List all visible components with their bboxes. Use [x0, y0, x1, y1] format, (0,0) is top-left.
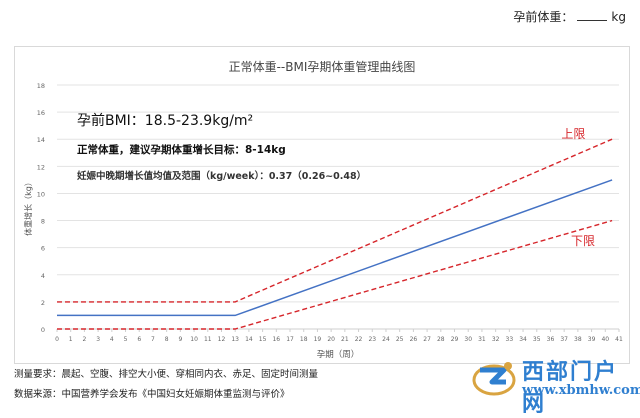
annotation-weekly-gain: 妊娠中晚期增长值均值及范围（kg/week）：0.37（0.26~0.48）: [77, 170, 366, 182]
x-tick-label: 16: [272, 336, 280, 343]
x-tick-label: 19: [314, 336, 322, 343]
x-tick-label: 12: [218, 336, 226, 343]
x-tick-label: 30: [464, 336, 472, 343]
y-tick-label: 14: [37, 136, 45, 144]
upper-limit-label: 上限: [561, 127, 585, 141]
x-tick-label: 8: [165, 336, 169, 343]
weight-unit: kg: [611, 10, 626, 24]
x-tick-label: 39: [588, 336, 596, 343]
x-tick-label: 31: [478, 336, 486, 343]
watermark-url: www.xbmhw.com: [522, 383, 640, 398]
x-tick-label: 13: [231, 336, 239, 343]
y-tick-label: 16: [37, 109, 45, 117]
y-tick-label: 0: [41, 326, 45, 334]
annotation-target: 正常体重，建议孕期体重增长目标：8-14kg: [77, 143, 286, 156]
x-tick-label: 34: [519, 336, 527, 343]
x-tick-label: 6: [137, 336, 141, 343]
y-tick-label: 2: [41, 299, 45, 307]
x-tick-label: 27: [423, 336, 431, 343]
x-tick-label: 38: [574, 336, 582, 343]
x-tick-label: 28: [437, 336, 445, 343]
x-tick-label: 40: [601, 336, 609, 343]
x-tick-label: 33: [506, 336, 514, 343]
x-tick-label: 23: [368, 336, 376, 343]
x-tick-label: 0: [55, 336, 59, 343]
x-tick-label: 24: [382, 336, 390, 343]
x-tick-label: 20: [327, 336, 335, 343]
x-tick-label: 37: [560, 336, 568, 343]
prepregnancy-weight-label: 孕前体重：: [513, 10, 574, 24]
measure-requirement: 测量要求：晨起、空腹、排空大小便、穿相同内衣、赤足、固定时间测量: [14, 369, 319, 380]
y-tick-label: 4: [41, 272, 45, 280]
y-tick-label: 18: [37, 82, 45, 90]
x-tick-label: 3: [96, 336, 100, 343]
series-line-upper: [57, 138, 613, 303]
prepregnancy-weight-field: 孕前体重： kg: [513, 8, 626, 25]
x-tick-label: 14: [245, 336, 253, 343]
x-axis-ticks: 0 1 2 3 4 5 6 7 8 9 10 11 12 13 14 15 16 17 18 19 20 21 22 23 24…: [55, 336, 623, 343]
annotation-bmi: 孕前BMI：18.5-23.9kg/m²: [77, 112, 253, 129]
y-tick-label: 12: [37, 163, 45, 171]
globe-logo-icon: [472, 362, 516, 396]
x-tick-label: 4: [110, 336, 114, 343]
weight-blank: [577, 8, 608, 21]
x-axis-label: 孕期（周）: [317, 349, 360, 360]
y-tick-label: 6: [41, 245, 45, 253]
x-tick-label: 11: [204, 336, 212, 343]
x-tick-label: 22: [355, 336, 363, 343]
data-source: 数据来源：中国营养学会发布《中国妇女妊娠期体重监测与评价》: [14, 389, 290, 400]
x-tick-label: 7: [151, 336, 155, 343]
x-tick-label: 10: [190, 336, 198, 343]
series-line-median: [57, 179, 613, 317]
series-lines: [57, 138, 613, 330]
x-tick-label: 26: [410, 336, 418, 343]
x-tick-label: 9: [178, 336, 182, 343]
x-tick-label: 36: [547, 336, 555, 343]
watermark-logo: 西部门户网 www.xbmhw.com: [470, 352, 640, 417]
x-tick-label: 32: [492, 336, 500, 343]
x-tick-label: 41: [615, 336, 623, 343]
series-line-lower: [57, 219, 613, 330]
x-tick-label: 5: [124, 336, 128, 343]
y-tick-label: 10: [37, 190, 45, 198]
x-tick-label: 29: [451, 336, 459, 343]
x-tick-label: 1: [69, 336, 73, 343]
x-tick-label: 21: [341, 336, 349, 343]
y-axis-label: 体重增长（kg）: [23, 178, 33, 236]
x-tick-label: 2: [83, 336, 87, 343]
x-tick-label: 25: [396, 336, 404, 343]
y-axis-ticks: 0 2 4 6 8 10 12 14 16 18: [37, 82, 45, 334]
grid: [56, 84, 620, 332]
x-tick-label: 15: [259, 336, 267, 343]
chart-title: 正常体重--BMI孕期体重管理曲线图: [229, 59, 416, 74]
x-tick-label: 17: [286, 336, 294, 343]
x-tick-label: 35: [533, 336, 541, 343]
x-tick-label: 18: [300, 336, 308, 343]
lower-limit-label: 下限: [571, 234, 595, 248]
y-tick-label: 8: [41, 218, 45, 226]
